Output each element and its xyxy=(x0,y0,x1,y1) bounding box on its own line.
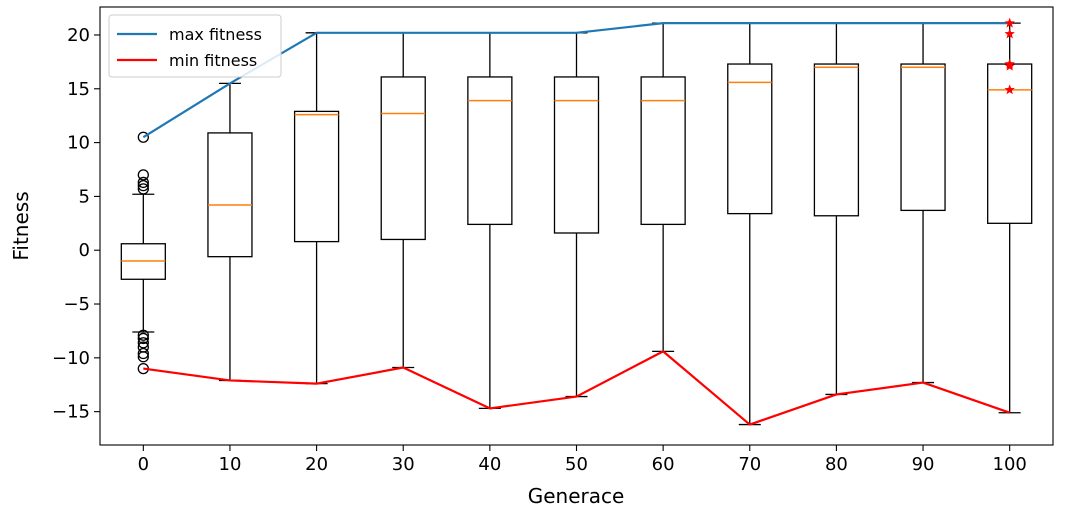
x-tick-label: 60 xyxy=(652,454,675,475)
x-axis-title: Generace xyxy=(528,484,625,508)
x-tick-label: 50 xyxy=(565,454,588,475)
y-axis-title: Fitness xyxy=(9,191,33,260)
x-tick-label: 40 xyxy=(478,454,501,475)
y-tick-label: 15 xyxy=(67,79,90,100)
markers-layer xyxy=(1004,17,1015,95)
x-ticks: 0 10 20 30 40 50 60 70 80 90 100 xyxy=(138,445,1027,475)
box-group-100 xyxy=(987,22,1033,414)
box-iqr xyxy=(553,76,600,234)
box-group-10 xyxy=(207,82,253,382)
outlier-point xyxy=(137,176,149,189)
outlier-point xyxy=(137,341,149,353)
outlier-point xyxy=(137,337,149,349)
series-lines-layer xyxy=(142,22,1011,426)
y-tick-label: −15 xyxy=(52,402,90,423)
boxes-layer xyxy=(120,22,1033,426)
outlier-point xyxy=(137,329,149,341)
outlier-point xyxy=(137,183,149,195)
star-marker xyxy=(1004,17,1015,28)
box-group-80 xyxy=(813,22,860,396)
legend-label-min-fitness: min fitness xyxy=(169,51,257,70)
outlier-point xyxy=(137,131,149,143)
box-group-70 xyxy=(727,22,773,426)
y-tick-label: −5 xyxy=(63,294,90,315)
x-tick-label: 70 xyxy=(738,454,761,475)
box-group-60 xyxy=(640,22,686,353)
box-group-50 xyxy=(553,32,600,398)
box-group-0 xyxy=(120,131,166,375)
star-marker xyxy=(1004,84,1015,95)
box-iqr xyxy=(467,76,513,226)
x-tick-label: 80 xyxy=(825,454,848,475)
box-group-40 xyxy=(467,32,513,410)
box-iqr xyxy=(207,132,253,258)
legend: max fitness min fitness xyxy=(108,14,282,78)
legend-box xyxy=(108,14,282,78)
y-tick-label: 0 xyxy=(79,240,90,261)
outlier-point xyxy=(137,347,149,360)
outlier-point xyxy=(137,332,149,345)
series-line-max-fitness xyxy=(142,22,1010,139)
star-marker xyxy=(1004,60,1015,71)
box-iqr xyxy=(293,110,340,243)
x-tick-label: 30 xyxy=(392,454,415,475)
box-iqr xyxy=(813,63,860,217)
outlier-point xyxy=(137,169,149,181)
box-iqr xyxy=(640,76,686,226)
x-tick-label: 10 xyxy=(219,454,242,475)
y-tick-label: 10 xyxy=(67,133,90,154)
box-group-30 xyxy=(380,32,426,369)
box-iqr xyxy=(380,76,426,241)
x-tick-label: 100 xyxy=(993,454,1027,475)
box-iqr xyxy=(727,63,773,215)
y-ticks: −15 −10 −5 0 5 10 15 20 xyxy=(52,25,100,423)
y-tick-label: −10 xyxy=(52,348,90,369)
outlier-point xyxy=(137,179,149,192)
legend-label-max-fitness: max fitness xyxy=(169,25,262,44)
y-tick-label: 5 xyxy=(79,186,90,207)
y-tick-label: 20 xyxy=(67,25,90,46)
x-tick-label: 0 xyxy=(138,454,149,475)
box-group-90 xyxy=(900,22,946,384)
x-tick-label: 90 xyxy=(912,454,935,475)
box-iqr xyxy=(900,63,946,212)
series-line-min-fitness xyxy=(143,350,1011,426)
box-group-20 xyxy=(293,32,340,385)
x-tick-label: 20 xyxy=(305,454,328,475)
star-marker xyxy=(1004,28,1015,39)
